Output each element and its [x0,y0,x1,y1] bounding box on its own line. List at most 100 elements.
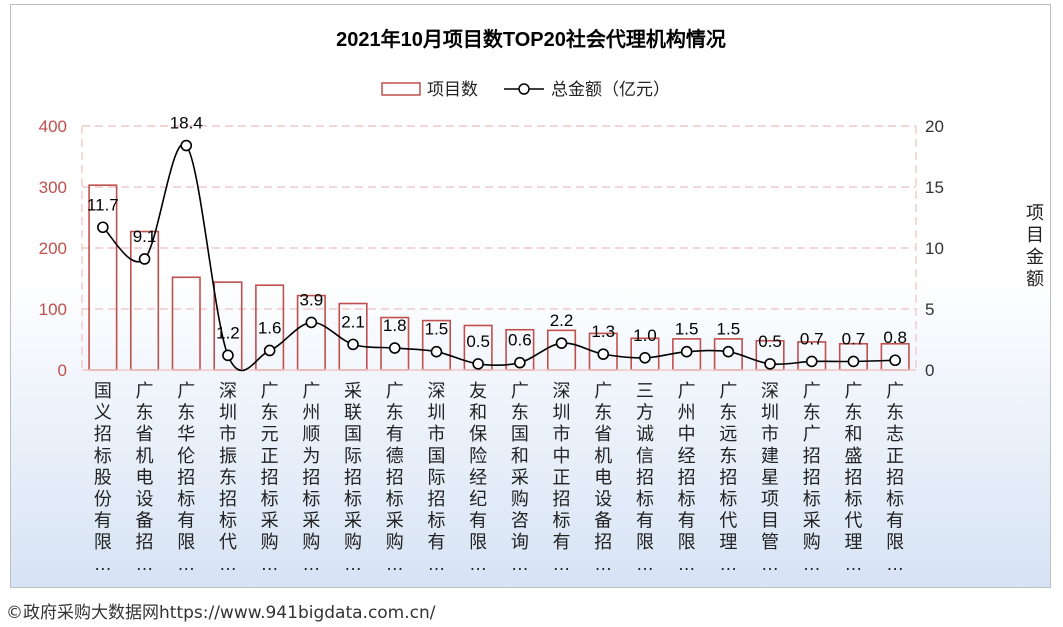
data-label: 9.1 [133,227,157,246]
category-label-char: 咨 [511,511,529,531]
category-label-char: 购 [511,489,529,509]
category-label-char: 有 [177,511,195,531]
category-label-char: 圳 [553,403,571,423]
category-label-char: 东 [511,403,529,423]
data-label: 1.0 [633,326,657,345]
category-label-char: 广 [302,381,320,401]
category-label-char: … [427,554,445,574]
category-label-char: 购 [302,532,320,552]
category-label-char: 采 [386,511,404,531]
category-label-char: 采 [803,511,821,531]
left-axis-tick: 400 [39,117,67,136]
data-label: 1.5 [675,320,699,339]
category-label-char: 广 [594,381,612,401]
category-label-char: … [678,554,696,574]
legend-bar-swatch [381,82,421,96]
category-label-char: 设 [136,489,154,509]
category-label-char: 保 [469,424,487,444]
line-point [222,349,234,362]
category-label-char: 电 [136,467,154,487]
category-label-char: 标 [678,489,696,509]
category-label-char: 星 [761,467,779,487]
category-label-char: 招 [302,467,320,487]
line-point [639,351,651,364]
category-label-char: 广 [803,424,821,444]
category-label-char: 采 [302,511,320,531]
right-axis-label-char: 金 [1026,247,1044,267]
line-point [430,345,443,358]
category-label-char: … [803,554,821,574]
right-axis-tick: 0 [925,361,934,380]
category-label-char: 采 [261,511,279,531]
right-axis-tick: 5 [925,300,934,319]
category-label-char: … [761,554,779,574]
category-label-char: 采 [344,381,362,401]
category-label-char: 招 [261,467,279,487]
category-label-char: 国 [344,424,362,444]
category-label-char: 理 [844,532,862,552]
category-label-char: 限 [177,532,195,552]
category-label-char: 经 [469,467,487,487]
category-label-char: 购 [261,532,279,552]
bar [546,329,577,371]
data-label: 0.6 [508,331,532,350]
category-label-char: 东 [177,403,195,423]
category-label-char: 标 [803,489,821,509]
category-label-char: 标 [177,489,195,509]
right-axis-tick: 15 [925,178,944,197]
line-point [555,337,568,349]
category-label-char: 市 [553,424,571,444]
category-label-char: 建 [761,446,779,466]
category-label-char: 招 [427,489,445,509]
copyright-symbol: © [6,603,23,623]
category-label-char: 标 [427,511,445,531]
category-label-char: 远 [719,424,737,444]
right-axis-tick: 20 [925,117,944,136]
category-label-char: 限 [636,532,654,552]
category-label-char: 志 [886,424,904,444]
category-label-char: 盛 [844,446,862,466]
category-label-char: 州 [678,403,696,423]
line-point [388,342,401,354]
category-label-char: … [344,554,362,574]
category-label-char: 股 [94,467,112,487]
category-label-char: … [719,554,737,574]
category-label-char: … [594,554,612,574]
category-label-char: 东 [261,403,279,423]
category-label-char: 设 [594,489,612,509]
category-label-char: 标 [844,489,862,509]
category-label-char: 国 [511,424,529,444]
category-label-char: 东 [219,467,237,487]
category-label-char: 友 [469,381,487,401]
category-label-char: 市 [427,424,445,444]
category-label-char: 标 [302,489,320,509]
data-label: 1.3 [591,322,615,341]
category-label-char: 备 [594,511,612,531]
category-label-char: 顺 [302,424,320,444]
category-label-char: 机 [136,446,154,466]
category-label-char: 义 [94,403,112,423]
category-label-char: 际 [344,446,362,466]
right-axis-label-char: 额 [1026,269,1044,289]
category-label-char: 东 [594,403,612,423]
category-label-char: 联 [344,403,362,423]
data-label: 1.6 [258,318,282,337]
bar [171,276,201,371]
data-label: 0.7 [800,329,824,348]
category-label-char: 招 [678,467,696,487]
category-label-char: 招 [386,467,404,487]
category-label-char: 深 [761,381,779,401]
data-label: 18.4 [170,114,203,133]
category-label-char: 广 [803,381,821,401]
category-label-char: … [511,554,529,574]
category-label-char: 经 [678,446,696,466]
data-label: 3.9 [300,290,324,309]
line-point [347,338,359,351]
category-label-char: 标 [219,511,237,531]
category-label-char: 广 [678,381,696,401]
category-label-char: 华 [177,424,195,444]
category-label-char: 采 [511,467,529,487]
category-label-char: 圳 [427,403,445,423]
data-label: 1.8 [383,316,407,335]
